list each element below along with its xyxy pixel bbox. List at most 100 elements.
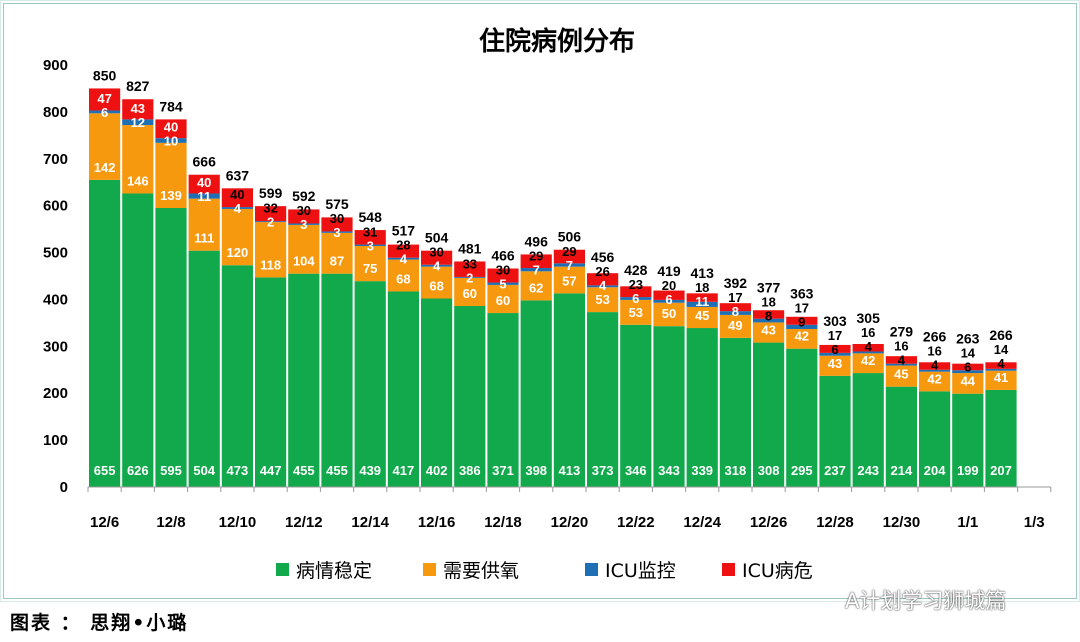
bar-segment [686, 293, 718, 302]
data-label: 28 [396, 238, 410, 253]
bar-segment [421, 266, 453, 299]
data-label: 655 [94, 463, 116, 478]
total-label: 784 [159, 98, 183, 114]
bar-segment [487, 284, 519, 314]
bar-segment [919, 362, 951, 370]
bar-segment [288, 224, 320, 274]
bar-segment [421, 298, 453, 487]
x-tick-label: 12/14 [351, 514, 389, 531]
total-label: 592 [292, 188, 316, 204]
bar-segment [288, 273, 320, 487]
bar-segment [587, 312, 619, 487]
bar-segment [288, 209, 320, 224]
total-label: 850 [93, 67, 117, 83]
data-label: 118 [260, 257, 281, 272]
bar-segment [753, 318, 785, 323]
bar-segment [321, 232, 353, 274]
data-label: 16 [861, 325, 875, 340]
data-label: 243 [857, 463, 879, 478]
bar-segment [686, 301, 718, 307]
data-label: 4 [898, 353, 906, 368]
bar-segment [321, 273, 353, 487]
data-label: 295 [791, 463, 813, 478]
legend: 病情稳定 需要供氧 ICU监控 ICU病危 [276, 560, 813, 582]
bar-segment [653, 299, 685, 303]
data-label: 7 [566, 258, 573, 273]
bar-segment [454, 261, 486, 277]
bar-segment [919, 391, 951, 487]
bar-segment [919, 369, 951, 372]
total-label: 419 [657, 263, 681, 279]
x-tick-label: 12/20 [551, 514, 589, 531]
data-label: 595 [160, 463, 182, 478]
total-label: 504 [425, 230, 449, 246]
legend-label: 病情稳定 [296, 560, 372, 582]
data-label: 47 [97, 91, 111, 106]
y-tick-label: 600 [43, 198, 68, 215]
x-tick-label: 12/22 [617, 514, 655, 531]
data-labels: 6551426478506261461243827595139104078450… [93, 67, 1013, 478]
data-label: 45 [695, 308, 709, 323]
bar-segment [587, 285, 619, 288]
data-label: 4 [997, 356, 1005, 371]
total-label: 666 [193, 154, 217, 170]
bar-segment [188, 174, 220, 194]
bar-segment [221, 188, 253, 208]
y-tick-label: 200 [43, 385, 68, 402]
total-label: 575 [325, 196, 349, 212]
data-label: 447 [260, 463, 282, 478]
total-label: 392 [724, 275, 748, 291]
data-label: 6 [665, 292, 672, 307]
data-label: 373 [592, 463, 614, 478]
total-label: 279 [890, 324, 914, 340]
bar-segment [985, 389, 1017, 487]
x-tick-label: 12/8 [156, 514, 185, 531]
data-label: 44 [961, 374, 976, 389]
legend-swatch [722, 563, 735, 576]
y-axis: 0 100 200 300 400 500 600 700 800 900 [43, 57, 68, 496]
bar-segment [786, 328, 818, 349]
data-label: 111 [194, 231, 214, 246]
data-label: 6 [964, 360, 971, 375]
bar-segment [719, 337, 751, 487]
bar-segment [952, 393, 984, 487]
bar-segment [952, 370, 984, 374]
bar-segment [221, 208, 253, 266]
bar-segment [620, 286, 652, 298]
bar-segment [122, 193, 154, 487]
data-label: 60 [496, 293, 510, 308]
x-tick-label: 12/16 [418, 514, 456, 531]
data-label: 402 [426, 463, 448, 478]
legend-label: 需要供氧 [443, 560, 519, 582]
total-label: 827 [126, 78, 150, 94]
data-label: 346 [625, 463, 647, 478]
data-label: 120 [227, 245, 249, 260]
data-label: 413 [559, 463, 581, 478]
y-tick-label: 100 [43, 432, 68, 449]
bar-segment [255, 221, 287, 223]
data-label: 104 [293, 254, 315, 269]
data-label: 7 [533, 263, 540, 278]
data-label: 10 [164, 133, 178, 148]
bar-segment [288, 223, 320, 225]
data-label: 43 [131, 101, 145, 116]
chart-frame [0, 0, 1080, 602]
x-tick-label: 12/30 [883, 514, 921, 531]
bar-segment [387, 257, 419, 260]
bar-segment [852, 353, 884, 374]
x-tick-label: 1/3 [1024, 514, 1045, 531]
y-tick-label: 500 [43, 245, 68, 262]
bar-segment [354, 244, 386, 246]
chart-title: 住院病例分布 [479, 26, 635, 57]
y-tick-label: 300 [43, 338, 68, 355]
bar-segment [387, 244, 419, 258]
data-label: 68 [429, 279, 443, 294]
data-label: 31 [363, 224, 377, 239]
bar-segment [553, 266, 585, 294]
x-axis: 12/6 12/8 12/10 12/12 12/14 12/16 12/18 12/20 12… [87, 486, 1052, 531]
data-label: 11 [197, 189, 211, 204]
data-label: 504 [193, 463, 215, 478]
x-tick-label: 12/6 [90, 514, 119, 531]
data-label: 237 [824, 463, 846, 478]
